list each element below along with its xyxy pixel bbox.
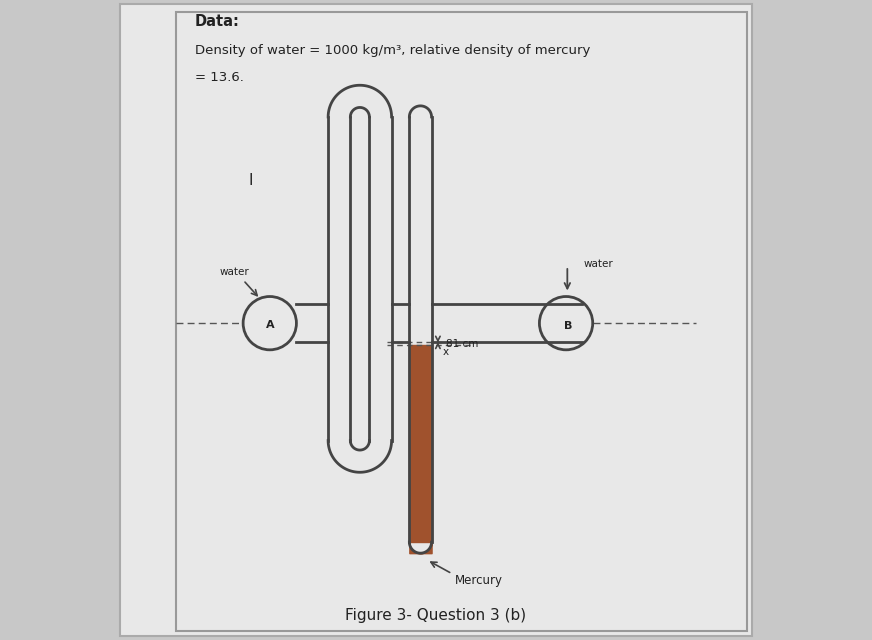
Text: x: x (443, 347, 449, 356)
Text: Mercury: Mercury (455, 573, 503, 587)
Text: A: A (265, 320, 274, 330)
Text: 81 cm: 81 cm (446, 339, 478, 349)
FancyBboxPatch shape (119, 3, 753, 637)
Text: I: I (249, 173, 253, 188)
Text: Density of water = 1000 kg/m³, relative density of mercury: Density of water = 1000 kg/m³, relative … (195, 44, 590, 57)
Text: Data:: Data: (195, 14, 240, 29)
Text: water: water (584, 259, 614, 269)
Text: B: B (564, 321, 573, 331)
Text: Figure 3- Question 3 (b): Figure 3- Question 3 (b) (345, 607, 527, 623)
Text: water: water (220, 268, 249, 277)
Text: = 13.6.: = 13.6. (195, 71, 244, 84)
